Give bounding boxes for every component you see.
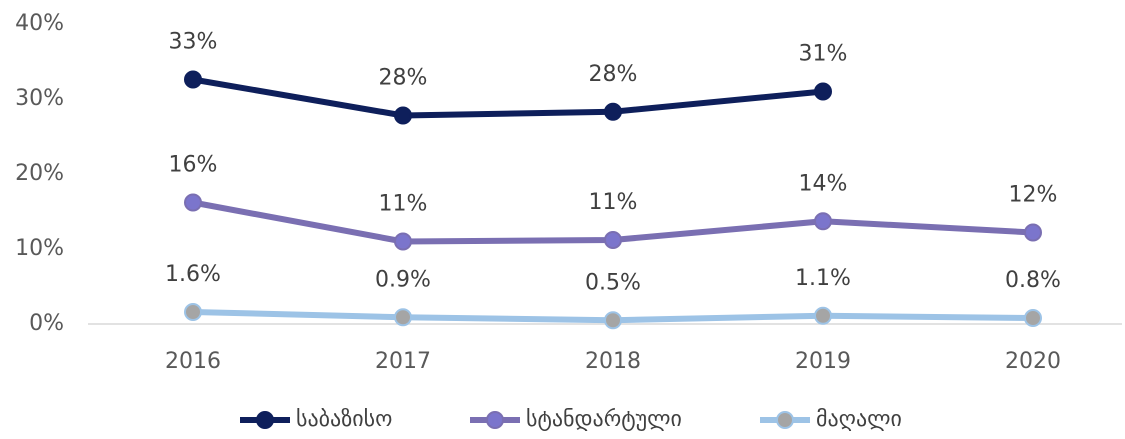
data-label: 14% xyxy=(799,171,848,196)
y-tick-label: 40% xyxy=(15,11,64,36)
data-label: 33% xyxy=(169,30,218,55)
data-label: 31% xyxy=(799,42,848,67)
data-label: 1.6% xyxy=(165,262,221,287)
marker xyxy=(604,311,622,330)
legend-label: სტანდარტული xyxy=(526,407,682,432)
data-label: 11% xyxy=(379,192,428,217)
x-tick-label: 2019 xyxy=(795,349,851,374)
legend-label: მაღალი xyxy=(816,407,902,432)
data-label: 0.5% xyxy=(585,270,641,295)
marker xyxy=(1024,223,1042,242)
x-tick-label: 2018 xyxy=(585,349,641,374)
x-tick-label: 2020 xyxy=(1005,349,1061,374)
data-label: 12% xyxy=(1009,183,1058,208)
x-tick-label: 2016 xyxy=(165,349,221,374)
marker xyxy=(604,102,622,121)
data-label: 0.8% xyxy=(1005,268,1061,293)
y-tick-label: 10% xyxy=(15,236,64,261)
marker xyxy=(184,303,202,321)
legend-marker xyxy=(486,411,504,429)
legend-label: საბაზისო xyxy=(296,407,392,432)
marker xyxy=(394,232,412,251)
marker xyxy=(814,82,832,101)
y-tick-label: 20% xyxy=(15,161,64,186)
marker xyxy=(814,306,832,325)
legend-marker xyxy=(256,411,274,429)
x-tick-label: 2017 xyxy=(375,349,431,374)
marker xyxy=(1024,309,1042,327)
series-line xyxy=(192,76,824,119)
y-tick-label: 30% xyxy=(15,86,64,111)
y-tick-label: 0% xyxy=(29,311,64,336)
data-label: 16% xyxy=(169,153,218,178)
marker xyxy=(184,193,202,212)
marker xyxy=(184,70,202,89)
data-label: 28% xyxy=(589,62,638,87)
marker xyxy=(394,106,412,125)
marker xyxy=(814,212,832,231)
legend-marker xyxy=(776,411,794,429)
data-label: 1.1% xyxy=(795,266,851,291)
marker xyxy=(604,231,622,249)
marker xyxy=(394,308,412,327)
data-label: 28% xyxy=(379,66,428,91)
data-label: 11% xyxy=(589,190,638,215)
data-label: 0.9% xyxy=(375,267,431,292)
